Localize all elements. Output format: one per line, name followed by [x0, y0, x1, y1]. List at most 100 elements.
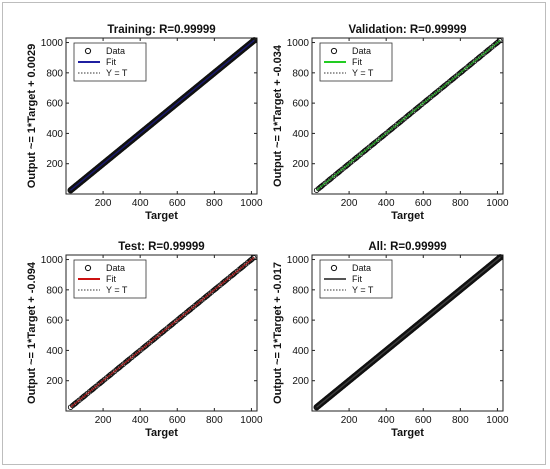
data-points — [313, 37, 503, 193]
y-tick-label: 400 — [292, 346, 309, 357]
x-tick-label: 200 — [95, 198, 112, 209]
x-tick-label: 1000 — [240, 198, 263, 209]
data-points — [67, 37, 258, 194]
x-tick-label: 800 — [452, 415, 469, 426]
legend-label: Data — [352, 263, 371, 273]
fit-line — [70, 39, 255, 191]
legend-label: Fit — [106, 57, 116, 67]
data-point — [249, 256, 255, 262]
fit-line — [316, 39, 501, 191]
data-point — [196, 299, 203, 305]
data-point — [363, 147, 369, 153]
data-point — [354, 154, 360, 160]
legend-label: Y = T — [106, 285, 128, 295]
chart-panel-1: Training: R=0.99999 200 400 600 800 1000 200 40… — [26, 24, 263, 222]
legend-label: Data — [106, 46, 125, 56]
data-point — [222, 278, 228, 284]
x-tick-label: 400 — [132, 415, 149, 426]
y-tick-label: 200 — [46, 376, 63, 387]
legend-label: Fit — [352, 274, 362, 284]
data-point — [407, 111, 413, 117]
y-tick-label: 800 — [292, 285, 309, 296]
data-point — [251, 37, 258, 44]
x-tick-label: 1000 — [486, 415, 509, 426]
data-point — [205, 292, 211, 298]
legend-data-marker — [330, 47, 338, 55]
x-tick-label: 800 — [206, 198, 223, 209]
x-tick-label: 600 — [415, 198, 432, 209]
y-tick-label: 600 — [46, 99, 63, 110]
fit-line — [316, 256, 501, 408]
chart-panel-2: Validation: R=0.99999 200 400 600 800 1000 200… — [272, 24, 509, 222]
y-axis-label: Output ~= 1*Target + -0.034 — [272, 44, 284, 187]
data-point — [493, 40, 500, 47]
legend-data-marker — [84, 47, 92, 55]
data-point — [495, 39, 501, 45]
y-tick-label: 400 — [292, 129, 309, 140]
x-axis-label: Target — [145, 427, 178, 439]
data-point — [117, 364, 123, 370]
chart-panel-3: Test: R=0.99999 200 400 600 800 1000 200 400 600… — [26, 241, 263, 439]
y-tick-label: 800 — [292, 68, 309, 79]
data-point — [247, 257, 254, 264]
x-tick-label: 400 — [378, 198, 395, 209]
y-tick-label: 600 — [292, 316, 309, 327]
x-tick-label: 400 — [378, 415, 395, 426]
y-tick-label: 600 — [292, 99, 309, 110]
x-tick-label: 800 — [206, 415, 223, 426]
data-points — [67, 254, 257, 410]
x-axis-label: Target — [145, 210, 178, 222]
x-tick-label: 200 — [341, 415, 358, 426]
legend-label: Y = T — [352, 285, 374, 295]
legend-label: Data — [352, 46, 371, 56]
data-point — [496, 37, 503, 44]
data-point — [451, 75, 457, 81]
y-axis-label: Output ~= 1*Target + 0.0029 — [26, 44, 38, 188]
chart-title: Test: R=0.99999 — [118, 241, 204, 253]
x-tick-label: 1000 — [240, 415, 263, 426]
data-point — [459, 68, 466, 74]
legend-data-marker — [84, 264, 92, 272]
y-tick-label: 200 — [292, 376, 309, 387]
data-point — [344, 162, 350, 169]
data-point — [250, 254, 257, 261]
data-point — [345, 161, 352, 167]
x-tick-label: 400 — [132, 198, 149, 209]
y-axis-label: Output ~= 1*Target + -0.017 — [272, 262, 284, 404]
data-point — [169, 321, 176, 327]
x-tick-label: 600 — [415, 415, 432, 426]
x-axis-label: Target — [391, 210, 424, 222]
data-point — [371, 140, 378, 146]
y-tick-label: 400 — [46, 346, 63, 357]
y-tick-label: 1000 — [287, 255, 310, 266]
data-point — [415, 104, 422, 110]
x-tick-label: 600 — [169, 198, 186, 209]
data-point — [497, 254, 504, 261]
legend-label: Y = T — [352, 68, 374, 78]
y-tick-label: 1000 — [41, 38, 64, 49]
chart-title: Training: R=0.99999 — [107, 24, 215, 36]
x-tick-label: 800 — [452, 198, 469, 209]
legend-label: Y = T — [106, 68, 128, 78]
data-point — [72, 400, 79, 406]
data-point — [98, 379, 104, 386]
chart-panel-4: All: R=0.99999 200 400 600 800 1000 200 400 600 8… — [272, 241, 509, 439]
data-points — [313, 254, 504, 411]
y-tick-label: 1000 — [287, 38, 310, 49]
x-tick-label: 200 — [341, 198, 358, 209]
data-point — [125, 357, 132, 363]
chart-title: Validation: R=0.99999 — [349, 24, 467, 36]
y-axis-label: Output ~= 1*Target + -0.094 — [26, 261, 38, 404]
data-point — [442, 82, 449, 88]
y-tick-label: 200 — [46, 159, 63, 170]
y-tick-label: 800 — [46, 285, 63, 296]
legend-data-marker — [330, 264, 338, 272]
data-point — [213, 285, 220, 291]
y-tick-label: 1000 — [41, 255, 64, 266]
data-point — [152, 335, 159, 341]
